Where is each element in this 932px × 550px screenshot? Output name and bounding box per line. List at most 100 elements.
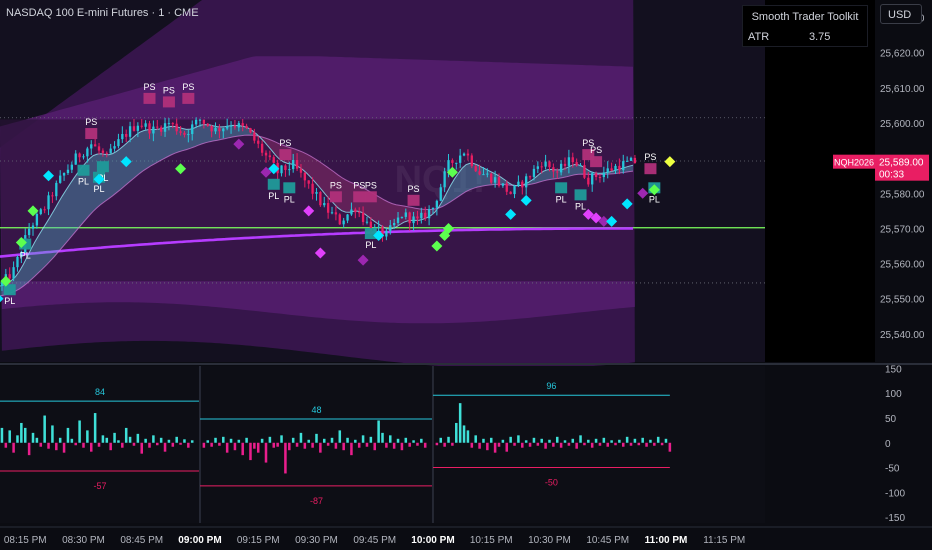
oscillator-bar [171,442,175,447]
oscillator-bar [70,438,74,443]
signal-diamond [637,187,649,199]
candle-body [163,123,167,132]
candle-body [12,267,15,279]
signal-diamond [520,194,532,206]
candle-body [451,160,454,163]
oscillator-bar [58,437,62,443]
pl-signal-marker: PL [3,284,16,306]
oscillator-bar [493,442,497,453]
candle-body [377,226,380,228]
ps-signal-box [182,92,195,104]
oscillator-bar [552,442,555,447]
pl-signal-label: PL [268,191,279,201]
oscillator-bar [536,442,540,446]
oscillator-bar [218,442,221,446]
oscillator-bar [548,439,551,443]
pl-signal-marker: PL [77,164,90,187]
oscillator-bar [303,442,307,449]
oscillator-bar [214,437,217,443]
oscillator-bar [128,436,132,443]
candle-body [602,172,606,178]
oscillator-bar [400,442,404,451]
session-lower-label: -87 [310,496,323,506]
right-dark-area [765,0,875,362]
session-upper-label: 96 [546,381,556,391]
ps-signal-label: PS [163,85,175,95]
oscillator-bar [97,442,101,447]
candle-body [66,169,70,174]
oscillator-bar [253,442,256,449]
signal-diamond [446,166,458,178]
oscillator-bar [307,439,310,443]
candle-body [93,144,97,147]
pl-signal-marker: PL [555,182,568,204]
oscillator-pane[interactable]: 84 -57 48 -87 96 -50 150 100 50 0 -50 -100 -150 [0,364,905,524]
signal-diamond [590,212,602,224]
bullish-cloud [438,163,517,208]
candle-body [35,213,39,226]
candle-body [257,140,260,144]
candle-body [594,173,598,178]
time-tick-label: 08:45 PM [120,535,163,546]
pl-signal-label: PL [365,240,376,250]
candle-body [194,119,198,125]
candle-body [233,125,237,128]
signal-diamond [606,215,618,227]
oscillator-bar [555,436,559,443]
oscillator-bar [474,435,477,443]
oscillator-bar [156,442,159,446]
oscillator-bar [416,442,419,446]
candle-body [482,174,485,176]
price-tick-label: 25,560.00 [880,260,925,271]
toolkit-title: Smooth Trader Toolkit [751,11,859,23]
oscillator-bar [629,442,633,446]
candle-body [140,125,143,127]
ps-signal-box [644,163,657,175]
oscillator-bar [645,442,648,447]
candle-body [86,148,89,157]
oscillator-bar [20,422,23,443]
price-tick-label: 25,600.00 [880,119,925,130]
oscillator-bar [4,442,8,448]
signal-diamond [621,198,633,210]
oscillator-tick-label: 100 [885,389,902,400]
time-axis[interactable]: 08:15 PM 08:30 PM 08:45 PM 09:00 PM 09:15 PM… [0,526,932,546]
ps-signal-label: PS [182,82,194,92]
time-tick-label: 09:30 PM [295,535,338,546]
price-tick-label: 25,610.00 [880,84,925,95]
oscillator-bar [39,442,43,447]
core-band [0,119,635,282]
oscillator-bar [346,437,349,443]
oscillator-bar [377,420,380,443]
candle-body [299,168,303,173]
oscillator-bar [594,438,598,443]
time-tick-label: 09:15 PM [237,535,280,546]
oscillator-bar [241,442,244,456]
oscillator-bar [404,437,408,443]
oscillator-bar [179,442,182,445]
candle-body [260,143,264,153]
oscillator-bar [86,430,89,443]
oscillator-bar [489,437,493,443]
oscillator-bar [505,442,509,452]
candle-body [459,155,462,163]
candle-body [517,181,520,186]
signal-diamond [260,166,272,178]
ps-signal-marker: PS [353,180,365,203]
currency-selector[interactable]: USD [880,4,922,24]
candle-body [381,226,384,237]
oscillator-bar [528,442,532,447]
pl-signal-box [283,182,296,194]
ps-signal-label: PS [85,117,97,127]
pl-signal-marker: PL [283,182,296,204]
signal-diamond [664,156,676,168]
candle-body [618,165,621,171]
pl-signal-box [555,182,568,194]
candle-body [435,200,439,208]
candle-body [416,216,419,219]
signal-diamond [268,163,280,175]
pl-signal-label: PL [284,194,295,204]
session-upper-label: 48 [311,405,321,415]
